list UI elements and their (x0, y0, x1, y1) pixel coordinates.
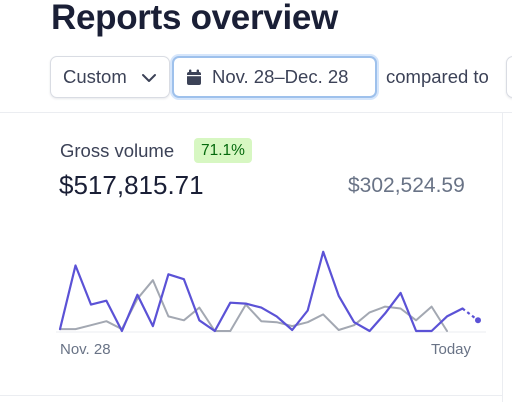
comparison-dropdown[interactable] (506, 56, 512, 98)
date-range-preset-label: Custom (63, 66, 127, 87)
compared-to-label: compared to (386, 66, 489, 87)
current-period-end-point (475, 317, 481, 324)
card-divider (502, 113, 503, 402)
gross-volume-value: $517,815.71 (59, 170, 204, 200)
current-period-line (58, 250, 464, 333)
gross-volume-chart[interactable] (56, 240, 486, 340)
page-title: Reports overview (51, 0, 338, 37)
date-range-label: Nov. 28–Dec. 28 (212, 66, 349, 87)
date-range-picker-button[interactable]: Nov. 28–Dec. 28 (172, 56, 377, 98)
gross-volume-label[interactable]: Gross volume (60, 140, 175, 161)
x-axis-end-label: Today (431, 341, 472, 358)
filter-bar: Custom Nov. 28–Dec. 28 compared to (50, 56, 512, 98)
card-bottom-divider (0, 395, 502, 396)
x-axis-start-label: Nov. 28 (60, 341, 111, 358)
date-range-preset-dropdown[interactable]: Custom (50, 56, 170, 98)
change-badge: 71.1% (194, 138, 252, 163)
calendar-icon (187, 69, 201, 85)
header-divider (0, 112, 512, 113)
comparison-value: $302,524.59 (348, 174, 465, 197)
chevron-down-icon (142, 74, 156, 82)
